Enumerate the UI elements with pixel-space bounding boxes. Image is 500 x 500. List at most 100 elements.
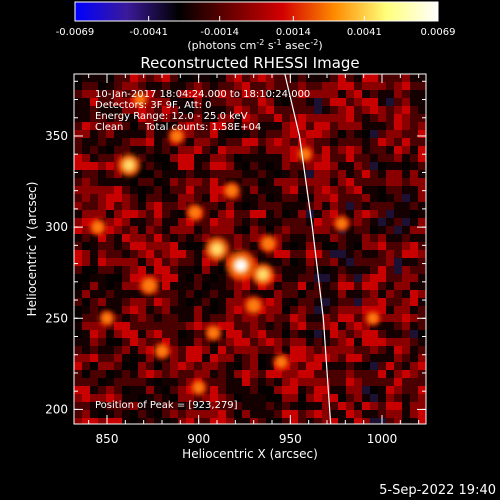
texture-cell [394,298,402,306]
texture-cell [250,162,258,170]
texture-cell [74,242,82,250]
texture-cell [122,90,130,98]
texture-cell [410,162,418,170]
texture-cell [394,258,402,266]
texture-cell [362,298,370,306]
texture-cell [258,346,266,354]
texture-cell [370,138,378,146]
texture-cell [386,234,394,242]
texture-cell [106,250,114,258]
texture-cell [274,242,282,250]
texture-cell [122,210,130,218]
texture-cell [106,82,114,90]
texture-cell [322,202,330,210]
texture-cell [218,186,226,194]
texture-cell [370,258,378,266]
texture-cell [322,106,330,114]
texture-cell [130,186,138,194]
texture-cell [322,394,330,402]
texture-cell [290,386,298,394]
texture-cell [314,146,322,154]
texture-cell [290,402,298,410]
texture-cell [250,106,258,114]
texture-cell [210,218,218,226]
texture-cell [154,386,162,394]
texture-cell [74,226,82,234]
texture-cell [322,98,330,106]
texture-cell [218,394,226,402]
texture-cell [378,170,386,178]
texture-cell [146,106,154,114]
texture-cell [154,338,162,346]
texture-cell [138,210,146,218]
texture-cell [154,314,162,322]
texture-cell [338,106,346,114]
texture-cell [306,130,314,138]
texture-cell [314,370,322,378]
texture-cell [162,210,170,218]
texture-cell [218,314,226,322]
texture-cell [354,306,362,314]
texture-cell [242,330,250,338]
texture-cell [402,258,410,266]
texture-cell [266,290,274,298]
texture-cell [346,106,354,114]
texture-cell [362,370,370,378]
texture-cell [250,290,258,298]
texture-cell [194,162,202,170]
texture-cell [386,170,394,178]
texture-cell [114,370,122,378]
texture-cell [162,138,170,146]
texture-cell [74,378,82,386]
texture-cell [194,418,202,424]
texture-cell [162,370,170,378]
texture-cell [338,402,346,410]
texture-cell [386,298,394,306]
texture-cell [90,106,98,114]
texture-cell [122,274,130,282]
texture-cell [146,226,154,234]
texture-cell [346,282,354,290]
texture-cell [314,106,322,114]
colorbar-ticks: -0.0069 -0.0041 -0.0014 0.0014 0.0041 0.0069 [56,16,456,38]
texture-cell [146,138,154,146]
texture-cell [378,82,386,90]
texture-cell [178,106,186,114]
texture-cell [106,410,114,418]
texture-cell [290,418,298,424]
texture-cell [234,226,242,234]
texture-cell [226,138,234,146]
texture-cell [234,154,242,162]
texture-cell [138,186,146,194]
texture-cell [154,362,162,370]
texture-cell [98,346,106,354]
texture-cell [138,242,146,250]
texture-cell [242,186,250,194]
texture-cell [330,282,338,290]
texture-cell [186,378,194,386]
texture-cell [282,386,290,394]
texture-cell [290,234,298,242]
texture-cell [130,362,138,370]
texture-cell [402,250,410,258]
texture-cell [138,330,146,338]
texture-cell [130,370,138,378]
texture-cell [394,82,402,90]
texture-cell [74,170,82,178]
texture-cell [338,346,346,354]
texture-cell [122,402,130,410]
texture-cell [378,90,386,98]
texture-cell [82,98,90,106]
texture-cell [410,242,418,250]
texture-cell [386,74,394,82]
texture-cell [314,258,322,266]
texture-cell [162,410,170,418]
texture-cell [418,370,426,378]
texture-cell [370,266,378,274]
texture-cell [282,106,290,114]
texture-cell [330,114,338,122]
texture-cell [298,258,306,266]
texture-cell [98,130,106,138]
texture-cell [274,194,282,202]
texture-cell [98,402,106,410]
